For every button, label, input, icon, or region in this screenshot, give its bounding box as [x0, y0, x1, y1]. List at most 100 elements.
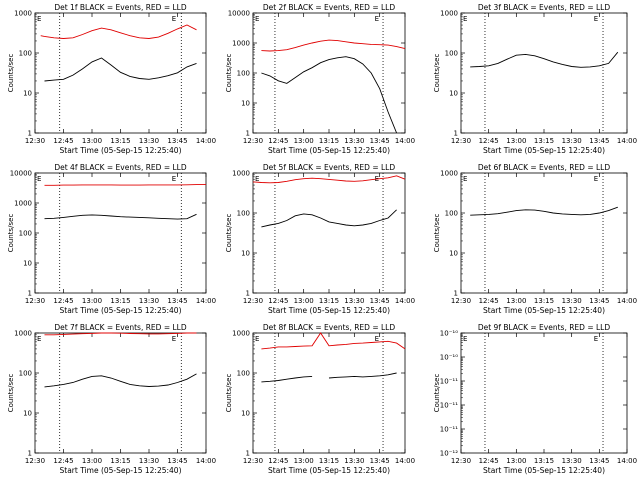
- panel-6-xtick-label: 13:00: [506, 297, 526, 305]
- panel-2-xlabel: Start Time (05-Sep-15 12:25:40): [268, 146, 390, 155]
- panel-8-frame: [252, 332, 406, 454]
- panel-5-frame: [252, 172, 406, 294]
- panel-3-e-marker-right: E: [594, 15, 598, 23]
- panel-9-xtick-label: 13:45: [589, 457, 609, 465]
- panel-8-e-marker-right: E: [375, 335, 379, 343]
- panel-9-ytick-label: 10⁻¹²: [440, 450, 458, 458]
- panel-5-xtick-label: 12:45: [268, 297, 288, 305]
- panel-4-xtick-label: 14:00: [196, 297, 216, 305]
- panel-9-xtick-label: 12:30: [451, 457, 471, 465]
- panel-3-ylabel: Counts/sec: [433, 54, 441, 93]
- panel-5-ylabel: Counts/sec: [225, 214, 233, 253]
- panel-4-series-lld: [44, 184, 206, 186]
- panel-9-ytick-label: 10⁻¹⁰: [440, 330, 458, 338]
- panel-7-ytick-label: 1000: [14, 330, 32, 338]
- panel-1-xtick-label: 13:30: [139, 137, 159, 145]
- panel-7-series-lld: [44, 332, 197, 336]
- panel-1-ytick-label: 100: [19, 50, 32, 58]
- panel-3-e-marker-left: E: [463, 15, 467, 23]
- panel-1-xtick-label: 13:45: [167, 137, 187, 145]
- panel-7-e-marker-right: E: [172, 335, 176, 343]
- panel-9-ytick-label: 10⁻¹¹: [440, 426, 458, 434]
- panel-6-xtick-label: 13:15: [534, 297, 554, 305]
- panel-9-e-marker-right: E: [594, 335, 598, 343]
- panel-2-ytick-label: 1000: [232, 40, 250, 48]
- panel-8-ytick-label: 10: [241, 410, 250, 418]
- panel-1-series-events: [44, 57, 197, 82]
- panel-8-xtick-label: 13:15: [319, 457, 339, 465]
- panel-7-ytick-label: 1: [28, 450, 32, 458]
- panel-1-xtick-label: 13:15: [110, 137, 130, 145]
- panel-4-ytick-label: 10000: [10, 170, 32, 178]
- panel-3-frame: [460, 12, 628, 134]
- panel-1-e-marker-left: E: [37, 15, 41, 23]
- panel-1-ylabel: Counts/sec: [7, 54, 15, 93]
- panel-3-ytick-label: 10: [449, 90, 458, 98]
- panel-2-frame: [252, 12, 406, 134]
- panel-1-xtick-label: 12:30: [25, 137, 45, 145]
- panel-7-xtick-label: 12:45: [53, 457, 73, 465]
- panel-2-xtick-label: 13:30: [344, 137, 364, 145]
- panel-6-ytick-label: 10: [449, 250, 458, 258]
- panel-7-ylabel: Counts/sec: [7, 374, 15, 413]
- panel-4-ylabel: Counts/sec: [7, 214, 15, 253]
- panel-2-xtick-label: 14:00: [395, 137, 415, 145]
- panel-6-xtick-label: 14:00: [617, 297, 637, 305]
- panel-4-xtick-label: 12:45: [53, 297, 73, 305]
- panel-8-xtick-label: 12:45: [268, 457, 288, 465]
- panel-8-series-lld: [261, 332, 406, 350]
- panel-1-xtick-label: 13:00: [82, 137, 102, 145]
- panel-1-frame: [34, 12, 207, 134]
- panel-3-xtick-label: 12:45: [479, 137, 499, 145]
- panel-4-ytick-label: 10: [23, 260, 32, 268]
- panel-2-xtick-label: 12:45: [268, 137, 288, 145]
- panel-4-xtick-label: 13:45: [167, 297, 187, 305]
- panel-3-xtick-label: 13:30: [562, 137, 582, 145]
- panel-5-ytick-label: 1: [246, 290, 250, 298]
- panel-2-ytick-label: 100: [237, 70, 250, 78]
- panel-5-ytick-label: 1000: [232, 170, 250, 178]
- panel-4-ytick-label: 1000: [14, 200, 32, 208]
- panel-2-series-events: [261, 56, 398, 134]
- panel-6-ytick-label: 1000: [440, 170, 458, 178]
- panel-6-xlabel: Start Time (05-Sep-15 12:25:40): [483, 306, 605, 315]
- panel-9-ytick-label: 10⁻¹¹: [440, 402, 458, 410]
- panel-1-xtick-label: 14:00: [196, 137, 216, 145]
- panel-3-xtick-label: 14:00: [617, 137, 637, 145]
- panel-3-xtick-label: 12:30: [451, 137, 471, 145]
- panel-3-ytick-label: 1000: [440, 10, 458, 18]
- panel-2-ytick-label: 10000: [228, 10, 250, 18]
- panel-3-xtick-label: 13:00: [506, 137, 526, 145]
- panel-4-ytick-label: 1: [28, 290, 32, 298]
- panel-9-ytick-label: 10⁻¹¹: [440, 378, 458, 386]
- panel-2-xtick-label: 13:15: [319, 137, 339, 145]
- panel-2-e-marker-right: E: [375, 15, 379, 23]
- panel-7-frame: [34, 332, 207, 454]
- panel-2-e-marker-left: E: [255, 15, 259, 23]
- panel-6-ytick-label: 1: [454, 290, 458, 298]
- panel-4-e-marker-left: E: [37, 175, 41, 183]
- panel-4-title: Det 4f BLACK = Events, RED = LLD: [54, 163, 187, 172]
- panel-8-e-marker-left: E: [255, 335, 259, 343]
- panel-9-frame: [460, 332, 628, 454]
- panel-6-series-events: [470, 206, 618, 216]
- panel-1-xlabel: Start Time (05-Sep-15 12:25:40): [60, 146, 182, 155]
- panel-8-xtick-label: 14:00: [395, 457, 415, 465]
- panel-4-frame: [34, 172, 207, 294]
- panel-7-xlabel: Start Time (05-Sep-15 12:25:40): [60, 466, 182, 475]
- panel-7-ytick-label: 10: [23, 410, 32, 418]
- panel-6-e-marker-left: E: [463, 175, 467, 183]
- panel-8-xlabel: Start Time (05-Sep-15 12:25:40): [268, 466, 390, 475]
- panel-4-xtick-label: 13:15: [110, 297, 130, 305]
- panel-7-e-marker-left: E: [37, 335, 41, 343]
- panel-7-title: Det 7f BLACK = Events, RED = LLD: [54, 323, 187, 332]
- panel-9-ylabel: Counts/sec: [433, 374, 441, 413]
- panel-1-ytick-label: 10: [23, 90, 32, 98]
- panel-9-xlabel: Start Time (05-Sep-15 12:25:40): [483, 466, 605, 475]
- panel-5-e-marker-left: E: [255, 175, 259, 183]
- panel-2-xtick-label: 12:30: [243, 137, 263, 145]
- panel-8-series-events: [261, 372, 397, 383]
- panel-9-ytick-label: 10⁻¹⁰: [440, 354, 458, 362]
- panel-7-xtick-label: 13:15: [110, 457, 130, 465]
- panel-4-xtick-label: 13:00: [82, 297, 102, 305]
